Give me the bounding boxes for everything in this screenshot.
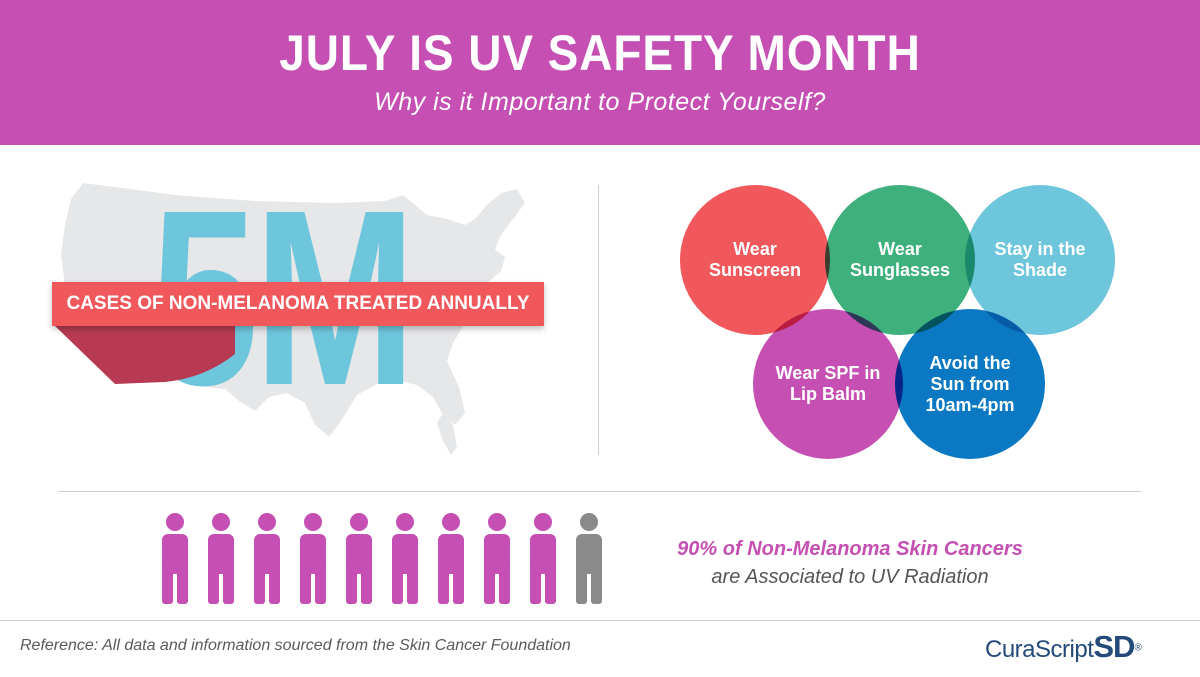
person-icon	[392, 513, 418, 604]
tip-wear-sunglasses: Wear Sunglasses	[825, 185, 975, 335]
logo-text-sd: SD	[1093, 629, 1135, 664]
tip-label: Wear Sunglasses	[849, 239, 951, 280]
tip-label: Wear SPF in Lip Balm	[775, 363, 881, 404]
tip-spf-lip-balm: Wear SPF in Lip Balm	[753, 309, 903, 459]
tip-avoid-sun: Avoid the Sun from 10am-4pm	[895, 309, 1045, 459]
person-icon	[162, 513, 188, 604]
tip-label: Avoid the Sun from 10am-4pm	[925, 352, 1015, 415]
stat-highlight: 90% of Non-Melanoma Skin Cancers	[677, 538, 1023, 560]
person-icon	[346, 513, 372, 604]
cases-banner: CASES OF NON-MELANOMA TREATED ANNUALLY	[52, 282, 544, 326]
person-icon	[576, 513, 602, 604]
person-icon	[484, 513, 510, 604]
tip-stay-in-shade: Stay in the Shade	[965, 185, 1115, 335]
tip-label: Wear Sunscreen	[708, 239, 802, 280]
percentage-statement: 90% of Non-Melanoma Skin Cancers are Ass…	[640, 535, 1060, 591]
tip-label: Stay in the Shade	[994, 239, 1086, 280]
person-icon	[208, 513, 234, 604]
ribbon-fold	[55, 326, 235, 384]
horizontal-divider	[58, 491, 1141, 492]
footer-divider	[0, 620, 1200, 621]
logo-text-curascript: CuraScript	[985, 636, 1094, 663]
header-banner: JULY IS UV SAFETY MONTH Why is it Import…	[0, 0, 1200, 145]
people-icon-row	[158, 512, 618, 604]
page-subtitle: Why is it Important to Protect Yourself?	[374, 88, 826, 116]
uv-tips-circles: Wear Sunscreen Wear Sunglasses Stay in t…	[675, 185, 1135, 470]
person-icon	[530, 513, 556, 604]
stat-rest: are Associated to UV Radiation	[711, 566, 989, 588]
person-icon	[300, 513, 326, 604]
person-icon	[254, 513, 280, 604]
person-icon	[438, 513, 464, 604]
vertical-divider	[598, 185, 599, 455]
curascript-sd-logo: CuraScriptSD®	[985, 629, 1142, 665]
reference-note: Reference: All data and information sour…	[20, 637, 571, 654]
page-title: JULY IS UV SAFETY MONTH	[279, 25, 921, 81]
tip-wear-sunscreen: Wear Sunscreen	[680, 185, 830, 335]
logo-registered-mark: ®	[1134, 642, 1142, 654]
